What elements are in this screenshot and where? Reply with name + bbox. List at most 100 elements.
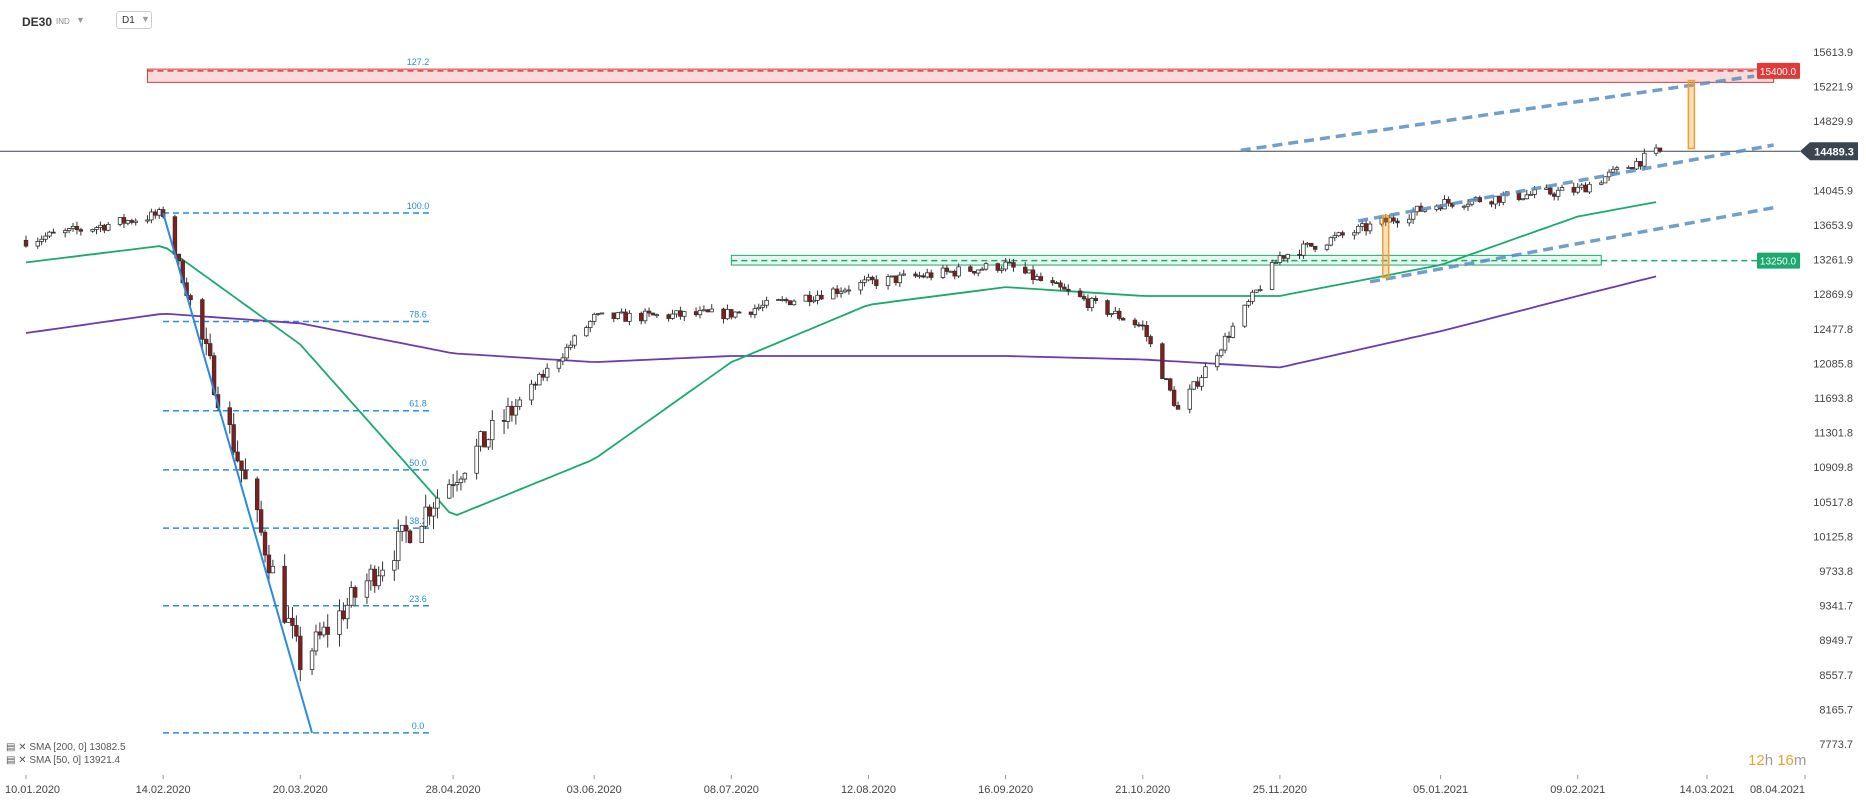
candle-body [1140, 324, 1145, 327]
candle-body [599, 312, 605, 315]
candle-body [23, 239, 29, 247]
fib-level-label: 23.6 [409, 594, 427, 604]
legend-label: SMA [50, 0] 13921.4 [29, 755, 121, 766]
candle-body [1066, 288, 1071, 292]
candle-body [811, 299, 816, 303]
candle-body [733, 311, 738, 318]
candle-body [321, 626, 327, 636]
candlesticks [23, 144, 1663, 682]
candle-body [564, 346, 569, 359]
candle-body [231, 424, 236, 453]
candle-body [1109, 313, 1114, 315]
candle-body [591, 313, 597, 322]
y-tick-label: 8949.7 [1819, 635, 1853, 647]
candle-body [1332, 235, 1337, 239]
candle-body [133, 220, 138, 223]
candle-body [517, 399, 522, 407]
candle-body [1026, 269, 1032, 274]
candle-body [1148, 336, 1153, 345]
x-tick-label: 25.11.2020 [1253, 784, 1307, 796]
candle-body [1113, 310, 1118, 314]
candle-body [1363, 223, 1369, 232]
candle-body [458, 478, 464, 483]
candle-body [341, 610, 346, 620]
candle-body [803, 294, 808, 302]
candle-body [1222, 335, 1228, 351]
candle-body [674, 310, 679, 315]
candle-body [490, 420, 495, 441]
y-tick-label: 11693.8 [1814, 393, 1853, 405]
candle-body [94, 227, 99, 230]
candle-body [697, 310, 703, 316]
channel-upper-line [1240, 74, 1755, 153]
level-tag-label: 13250.0 [1760, 257, 1797, 268]
candle-body [1089, 298, 1095, 309]
chevron-down-icon[interactable]: ▼ [76, 15, 85, 25]
candle-body [294, 625, 299, 637]
channel-lower-line [1369, 205, 1774, 284]
x-tick-label: 14.02.2020 [136, 784, 191, 796]
candle-body [1058, 282, 1063, 288]
timer-hours-unit: h [1764, 752, 1774, 769]
y-tick-label: 12477.8 [1813, 324, 1853, 336]
candle-body [776, 299, 781, 301]
candle-body [125, 220, 131, 224]
timer-minutes: 16 [1777, 752, 1794, 769]
candle-body [1638, 161, 1643, 167]
candle-body [352, 587, 358, 598]
candle-body [541, 373, 546, 378]
candle-body [807, 294, 812, 303]
candle-body [102, 224, 107, 231]
candle-body [666, 314, 671, 319]
candle-body [560, 357, 566, 362]
candle-body [239, 460, 244, 471]
candle-body [43, 235, 48, 240]
candle-body [1093, 298, 1098, 302]
candle-body [1657, 147, 1663, 152]
candle-body [78, 229, 84, 232]
y-tick-label: 7773.7 [1819, 739, 1853, 751]
candle-body [1285, 253, 1290, 259]
legend-sma200[interactable]: ▤ ✕ SMA [200, 0] 13082.5 [6, 742, 126, 753]
legend-sma50[interactable]: ▤ ✕ SMA [50, 0] 13921.4 [6, 755, 120, 766]
candle-body [842, 289, 848, 293]
candle-body [1583, 184, 1588, 193]
candle-body [1081, 296, 1087, 300]
candle-body [639, 312, 644, 322]
candle-body [780, 299, 785, 301]
candle-body [725, 309, 730, 320]
candle-body [1461, 205, 1467, 208]
candle-body [815, 294, 820, 301]
fib-level-label: 100.0 [407, 201, 430, 211]
candle-body [619, 311, 624, 314]
candle-body [47, 231, 52, 237]
candle-body [1446, 199, 1451, 204]
candle-body [243, 469, 248, 480]
candle-body [157, 209, 162, 216]
candle-body [1160, 343, 1165, 379]
candle-body [1242, 304, 1247, 327]
candle-body [1038, 276, 1044, 281]
candle-body [1250, 291, 1255, 302]
candle-body [983, 263, 989, 270]
x-tick-label: 10.01.2020 [5, 784, 60, 796]
horizontal-levels: 15400.0 13250.0 14489.3 [0, 62, 1858, 269]
timer-hours: 12 [1748, 752, 1765, 769]
candle-body [1215, 355, 1220, 368]
candle-body [1218, 349, 1224, 357]
timer-minutes-unit: m [1793, 752, 1807, 769]
candle-body [858, 282, 863, 291]
candle-body [1328, 237, 1334, 246]
candle-body [1085, 298, 1091, 309]
candle-body [270, 565, 276, 574]
candle-body [1634, 161, 1639, 170]
candle-body [1117, 310, 1122, 319]
candle-body [419, 525, 424, 544]
timeframe-select[interactable]: D1 ▼ [116, 11, 152, 29]
candle-body [1552, 193, 1557, 197]
x-tick-label: 08.04.2021 [1750, 784, 1805, 796]
candle-body [956, 266, 961, 277]
candle-body [478, 431, 483, 447]
symbol-label[interactable]: DE30 [22, 15, 53, 29]
